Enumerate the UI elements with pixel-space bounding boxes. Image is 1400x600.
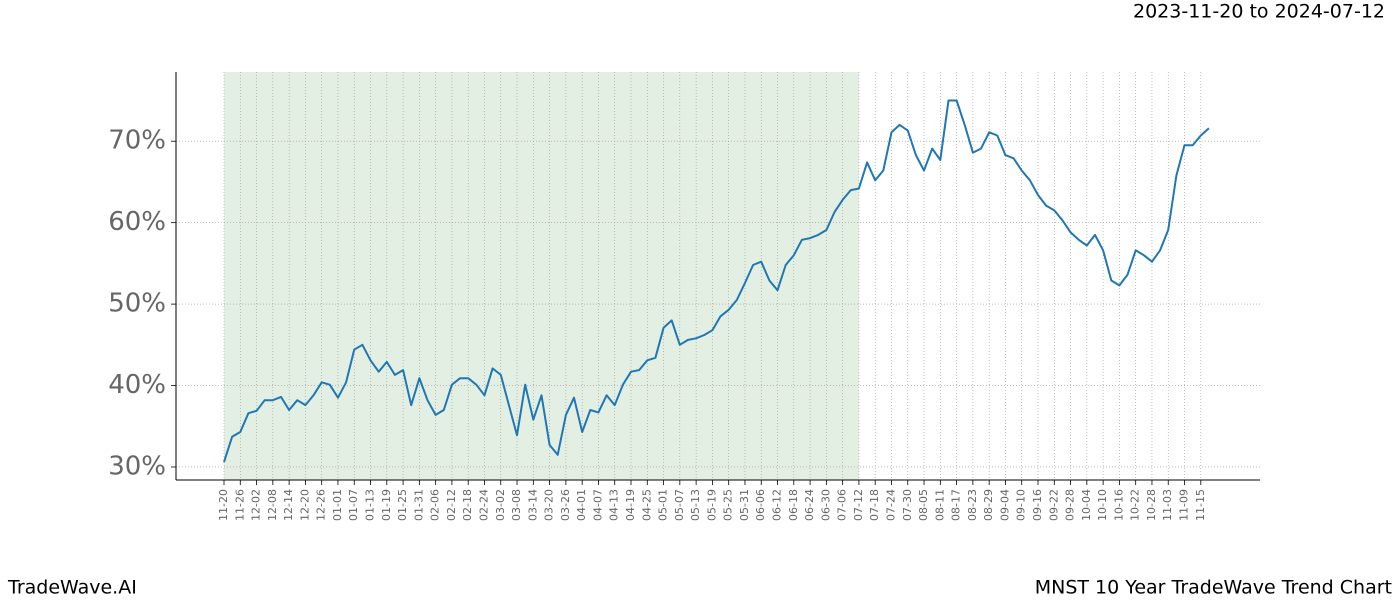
x-tick-label: 06-06 [754,489,767,521]
x-tick-label: 11-20 [217,489,230,521]
x-tick-label: 02-06 [429,489,442,521]
x-tick-label: 07-18 [868,489,881,521]
x-tick-label: 08-11 [933,489,946,521]
x-tick-label: 05-31 [738,489,751,521]
footer-left: TradeWave.AI [7,577,137,599]
x-tick-label: 06-30 [819,489,832,521]
x-tick-label: 04-07 [591,489,604,521]
x-tick-label: 12-02 [250,489,263,521]
x-tick-label: 09-04 [998,489,1011,521]
x-tick-label: 10-22 [1129,489,1142,521]
x-tick-label: 08-05 [917,489,930,521]
x-tick-label: 06-24 [803,489,816,521]
x-tick-label: 05-19 [705,489,718,521]
x-tick-label: 04-25 [640,489,653,521]
x-tick-label: 07-24 [884,489,897,521]
y-tick-label: 70% [108,126,166,156]
x-tick-label: 09-22 [1047,489,1060,521]
x-tick-label: 09-10 [1015,489,1028,521]
x-tick-label: 12-20 [298,489,311,521]
x-tick-label: 05-01 [657,489,670,521]
x-tick-label: 09-16 [1031,489,1044,521]
y-tick-label: 50% [108,289,166,319]
x-tick-label: 05-07 [673,489,686,521]
x-tick-label: 03-20 [543,489,556,521]
x-tick-label: 11-26 [233,489,246,521]
x-tick-label: 10-04 [1080,489,1093,521]
x-tick-label: 04-19 [624,489,637,521]
x-tick-label: 05-13 [689,489,702,521]
x-tick-label: 03-02 [494,489,507,521]
x-tick-label: 06-18 [787,489,800,521]
y-tick-label: 30% [108,451,166,481]
x-tick-label: 10-16 [1112,489,1125,521]
x-tick-label: 12-08 [266,489,279,521]
trend-line [223,99,1210,463]
chart-title: 2023-11-20 to 2024-07-12 [1133,1,1385,23]
x-tick-label: 09-28 [1064,489,1077,521]
x-tick-label: 05-25 [722,489,735,521]
footer-right: MNST 10 Year TradeWave Trend Chart [1035,577,1392,599]
x-tick-label: 01-13 [364,489,377,521]
x-tick-label: 11-03 [1161,489,1174,521]
x-tick-label: 07-12 [852,489,865,521]
x-tick-label: 11-15 [1194,489,1207,521]
x-tick-label: 10-28 [1145,489,1158,521]
x-tick-label: 01-07 [347,489,360,521]
x-tick-label: 12-26 [315,489,328,521]
x-tick-label: 12-14 [282,489,295,521]
x-tick-label: 08-23 [966,489,979,521]
x-tick-label: 04-13 [608,489,621,521]
x-tick-label: 01-19 [380,489,393,521]
y-tick-label: 40% [108,370,166,400]
x-tick-label: 01-25 [396,489,409,521]
x-tick-label: 08-17 [950,489,963,521]
x-tick-label: 10-10 [1096,489,1109,521]
x-tick-label: 07-30 [901,489,914,521]
x-tick-label: 08-29 [982,489,995,521]
x-tick-label: 02-24 [477,489,490,521]
y-tick-label: 60% [108,207,166,237]
x-tick-label: 03-08 [510,489,523,521]
x-tick-label: 01-31 [412,489,425,521]
x-tick-label: 03-26 [559,489,572,521]
x-tick-label: 03-14 [526,489,539,521]
highlight-window [224,72,859,480]
x-tick-label: 11-09 [1178,489,1191,521]
x-tick-label: 02-12 [445,489,458,521]
x-tick-label: 07-06 [836,489,849,521]
x-tick-label: 02-18 [461,489,474,521]
x-tick-label: 06-12 [771,489,784,521]
x-tick-label: 01-01 [331,489,344,521]
x-tick-label: 04-01 [575,489,588,521]
